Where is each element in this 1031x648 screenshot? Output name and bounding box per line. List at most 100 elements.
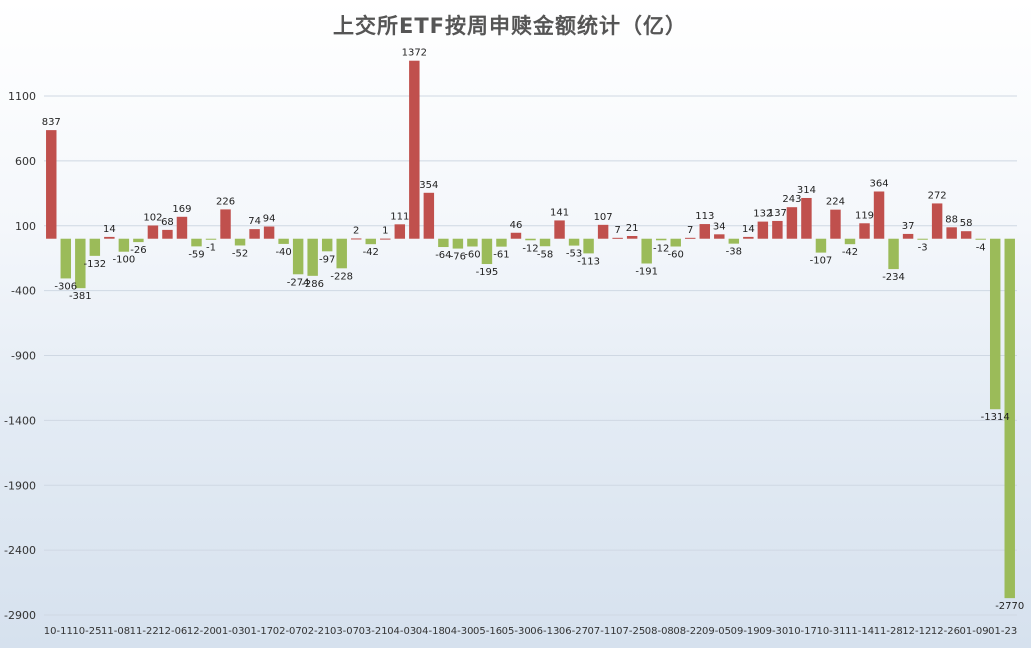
x-tick-label: 07-11: [588, 626, 617, 637]
data-label: -195: [476, 267, 499, 278]
data-label: -100: [113, 255, 136, 266]
data-label: 94: [263, 214, 276, 225]
bar: [626, 236, 638, 239]
y-tick-label: -2900: [4, 609, 36, 622]
data-label: 119: [855, 210, 874, 221]
bar: [655, 238, 667, 241]
bar: [118, 238, 130, 252]
data-label: -286: [301, 279, 324, 290]
bar: [801, 197, 812, 239]
data-label: -76: [450, 252, 466, 263]
bar: [525, 238, 536, 241]
data-label: 2: [353, 225, 359, 236]
bar: [714, 234, 725, 239]
x-tick-label: 04-30: [444, 626, 473, 637]
bar: [351, 238, 362, 240]
bar: [917, 238, 928, 240]
bar: [815, 238, 827, 253]
bar: [307, 238, 318, 276]
data-label: -274: [287, 277, 310, 288]
data-label: 58: [960, 218, 973, 229]
data-label: 224: [826, 197, 845, 208]
data-label: 1372: [402, 48, 427, 59]
data-label: -1: [206, 243, 216, 254]
bar: [975, 238, 986, 240]
data-label: -4: [976, 243, 986, 254]
x-tick-label: 06-13: [530, 626, 559, 637]
bar: [728, 238, 740, 244]
bar: [989, 238, 1001, 410]
bar: [75, 238, 86, 289]
x-tick-label: 09-05: [702, 626, 731, 637]
y-tick-label: 100: [15, 220, 36, 233]
data-label: 837: [42, 117, 61, 128]
bar: [960, 231, 972, 239]
bar: [220, 209, 231, 239]
bar: [147, 225, 159, 239]
data-label: 7: [614, 225, 620, 236]
x-tick-label: 10-25: [72, 626, 101, 637]
y-tick-label: -2400: [4, 544, 36, 557]
bar: [89, 238, 101, 256]
data-label: 272: [928, 190, 947, 201]
data-label: -228: [330, 271, 353, 282]
x-tick-label: 11-14: [845, 626, 874, 637]
bar: [409, 60, 420, 239]
data-label: 102: [143, 212, 162, 223]
data-label: 141: [550, 207, 569, 218]
bar: [205, 238, 217, 240]
bar: [1004, 238, 1015, 599]
bar: [423, 192, 435, 239]
data-label: -191: [635, 267, 658, 278]
x-tick-label: 01-03: [215, 626, 244, 637]
data-label: 111: [390, 211, 409, 222]
x-tick-label: 12-20: [187, 626, 216, 637]
bar: [539, 238, 551, 247]
data-label: -52: [232, 248, 248, 259]
x-tick-label: 07-25: [616, 626, 645, 637]
data-label: -64: [435, 250, 451, 261]
data-label: -381: [69, 291, 92, 302]
y-tick-label: -900: [11, 350, 36, 363]
bar: [844, 238, 856, 245]
data-label: 132: [753, 209, 772, 220]
bar: [438, 238, 449, 248]
x-tick-label: 09-30: [759, 626, 788, 637]
bar: [467, 238, 478, 247]
bar: [670, 238, 681, 247]
x-tick-label: 12-26: [931, 626, 960, 637]
bar: [597, 224, 609, 239]
data-label: -40: [275, 247, 291, 258]
x-tick-label: 06-27: [559, 626, 588, 637]
x-tick-label: 09-19: [731, 626, 760, 637]
bar: [46, 130, 57, 239]
bar: [191, 238, 202, 247]
data-label: 34: [713, 221, 726, 232]
bar: [321, 238, 333, 252]
bar: [292, 238, 304, 275]
bar: [336, 238, 347, 269]
bars: [46, 60, 1015, 599]
data-label: -12: [653, 243, 669, 254]
x-tick-label: 05-30: [502, 626, 531, 637]
bar: [888, 238, 899, 270]
data-label: -234: [882, 272, 905, 283]
data-label: -61: [493, 250, 509, 261]
x-tick-label: 03-07: [330, 626, 359, 637]
x-tick-label: 02-07: [273, 626, 302, 637]
data-label: 74: [248, 216, 261, 227]
bar: [873, 191, 885, 239]
data-label: -2770: [995, 601, 1024, 612]
y-tick-label: -1400: [4, 414, 36, 427]
data-label: -42: [363, 247, 379, 258]
x-tick-label: 01-09: [960, 626, 989, 637]
chart-title: 上交所ETF按周申赎金额统计（亿）: [333, 14, 687, 38]
data-label: -97: [319, 254, 335, 265]
data-label: -107: [810, 256, 833, 267]
bar: [263, 226, 275, 239]
bar: [176, 216, 188, 239]
data-label: -3: [918, 243, 928, 254]
data-label: -26: [130, 245, 146, 256]
x-tick-label: 03-21: [359, 626, 388, 637]
